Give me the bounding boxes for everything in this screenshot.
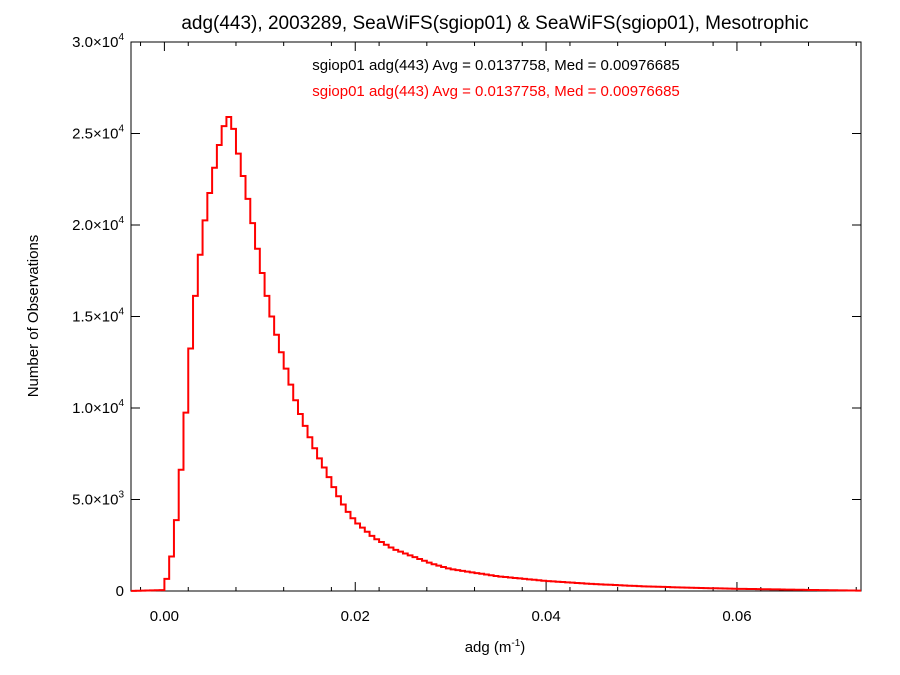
x-axis-label: adg (m-1) (465, 638, 526, 656)
series-line-histogram (131, 116, 861, 592)
plot-border (130, 41, 862, 592)
y-tick-label: 2.0×104 (72, 215, 124, 234)
plot-frame (130, 41, 862, 592)
x-tick-label: 0.06 (722, 608, 751, 625)
x-tick-label: 0.00 (150, 608, 179, 625)
y-tick-label: 2.5×104 (72, 124, 124, 143)
chart-title: adg(443), 2003289, SeaWiFS(sgiop01) & Se… (181, 13, 808, 34)
x-tick-label: 0.02 (341, 608, 370, 625)
y-tick-label: 1.5×104 (72, 307, 124, 326)
y-axis: 0 5.0×103 1.0×104 1.5×104 2.0×104 2.5×104 3.0×… (72, 32, 861, 600)
y-tick-label: 5.0×103 (72, 490, 124, 509)
stats-annotation: sgiop01 adg(443) Avg = 0.0137758, Med = … (312, 83, 680, 100)
x-tick-label: 0.04 (531, 608, 560, 625)
y-tick-label: 1.0×104 (72, 398, 124, 417)
stats-annotation: sgiop01 adg(443) Avg = 0.0137758, Med = … (312, 57, 680, 74)
y-axis-label: Number of Observations (25, 235, 42, 398)
y-tick-label: 3.0×104 (72, 32, 124, 51)
x-axis: 0.00 0.02 0.04 0.06 (140, 42, 857, 625)
y-tick-label: 0 (116, 583, 124, 600)
annotations: sgiop01 adg(443) Avg = 0.0137758, Med = … (312, 57, 680, 100)
